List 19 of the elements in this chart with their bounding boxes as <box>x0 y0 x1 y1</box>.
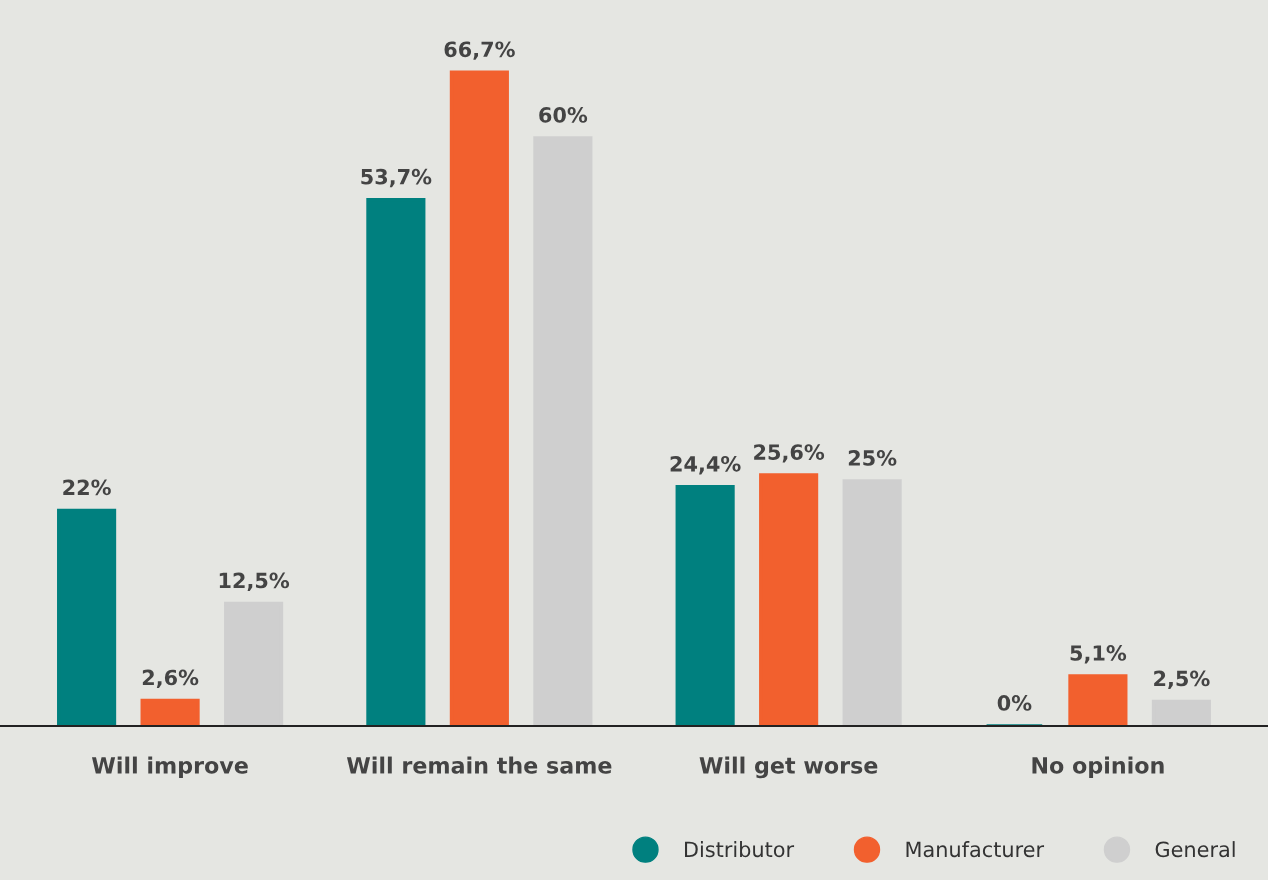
data-label: 25% <box>848 450 897 466</box>
data-label: 25,6% <box>754 444 825 463</box>
x-tick-label: No opinion <box>1032 756 1164 779</box>
data-label: 12,5% <box>219 572 290 592</box>
legend-label: Distributor <box>685 841 795 858</box>
data-label: 0% <box>997 695 1032 711</box>
legend-label: Manufacturer <box>906 841 1045 858</box>
data-label: 2,6% <box>142 669 199 689</box>
data-label: 5,1% <box>1070 645 1127 664</box>
data-label: 24,4% <box>670 455 741 475</box>
data-label: 22% <box>63 479 111 496</box>
data-label: 60% <box>539 107 588 123</box>
data-label: 53,7% <box>361 168 432 188</box>
data-label: 2,5% <box>1154 670 1210 690</box>
x-tick-label: Will improve <box>91 756 248 779</box>
legend-label: General <box>1155 841 1235 858</box>
data-label: 66,7% <box>444 41 515 60</box>
x-tick-label: Will remain the same <box>346 756 612 774</box>
x-tick-label: Will get worse <box>699 756 878 779</box>
